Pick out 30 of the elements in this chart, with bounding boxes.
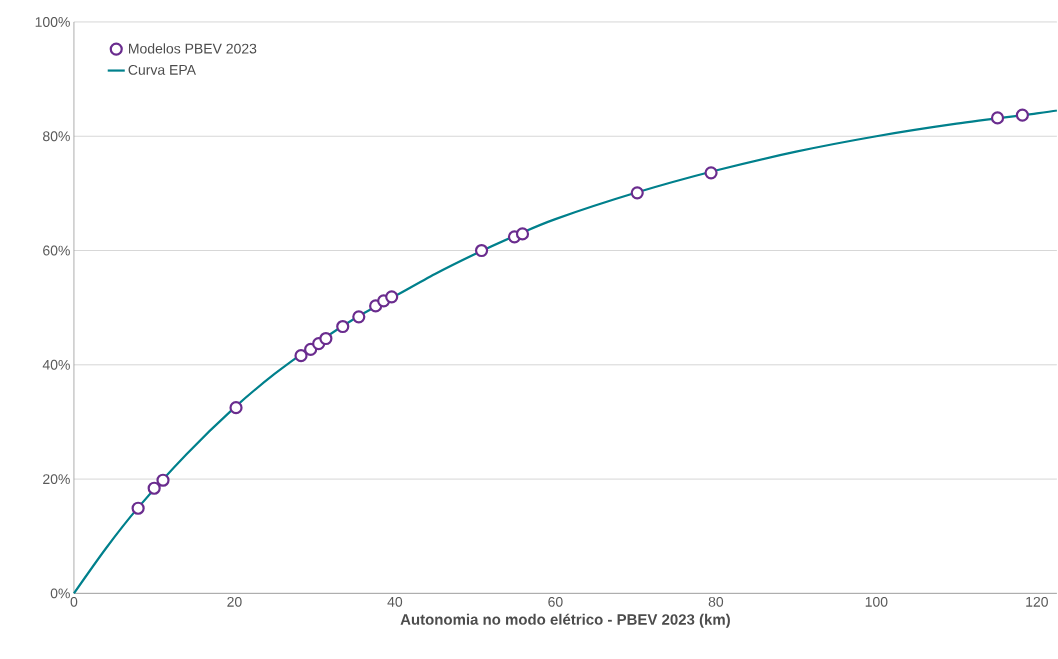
point: [131, 501, 145, 515]
legend-label: Curva EPA: [128, 64, 196, 75]
x-tick-label: 20: [227, 596, 242, 607]
legend-label: Modelos PBEV 2023: [129, 43, 257, 54]
point: [147, 481, 161, 495]
y-tick-label: 100%: [35, 16, 70, 27]
point: [352, 310, 366, 324]
point: [704, 166, 718, 180]
x-tick-label: 100: [865, 596, 888, 607]
point: [515, 227, 530, 241]
point: [630, 186, 644, 200]
point: [336, 319, 350, 333]
point: [229, 400, 243, 415]
y-tick-label: 0%: [50, 588, 70, 599]
x-tick-label: 60: [548, 596, 563, 607]
x-tick-label: 0: [70, 596, 78, 607]
y-tick-label: 80%: [43, 131, 70, 142]
x-axis-title: Autonomia no modo elétrico - PBEV 2023 (km): [400, 613, 730, 628]
y-tick-label: 20%: [43, 473, 70, 484]
y-tick-label: 60%: [43, 245, 70, 256]
point: [990, 111, 1005, 125]
x-tick-label: 40: [387, 596, 403, 607]
y-tick-label: 40%: [42, 359, 70, 370]
point: [294, 348, 308, 363]
point: [385, 290, 399, 304]
x-tick-label: 120: [1026, 596, 1048, 607]
x-tick-label: 80: [708, 596, 724, 607]
point: [319, 331, 333, 345]
point: [156, 473, 170, 487]
point: [474, 243, 489, 257]
